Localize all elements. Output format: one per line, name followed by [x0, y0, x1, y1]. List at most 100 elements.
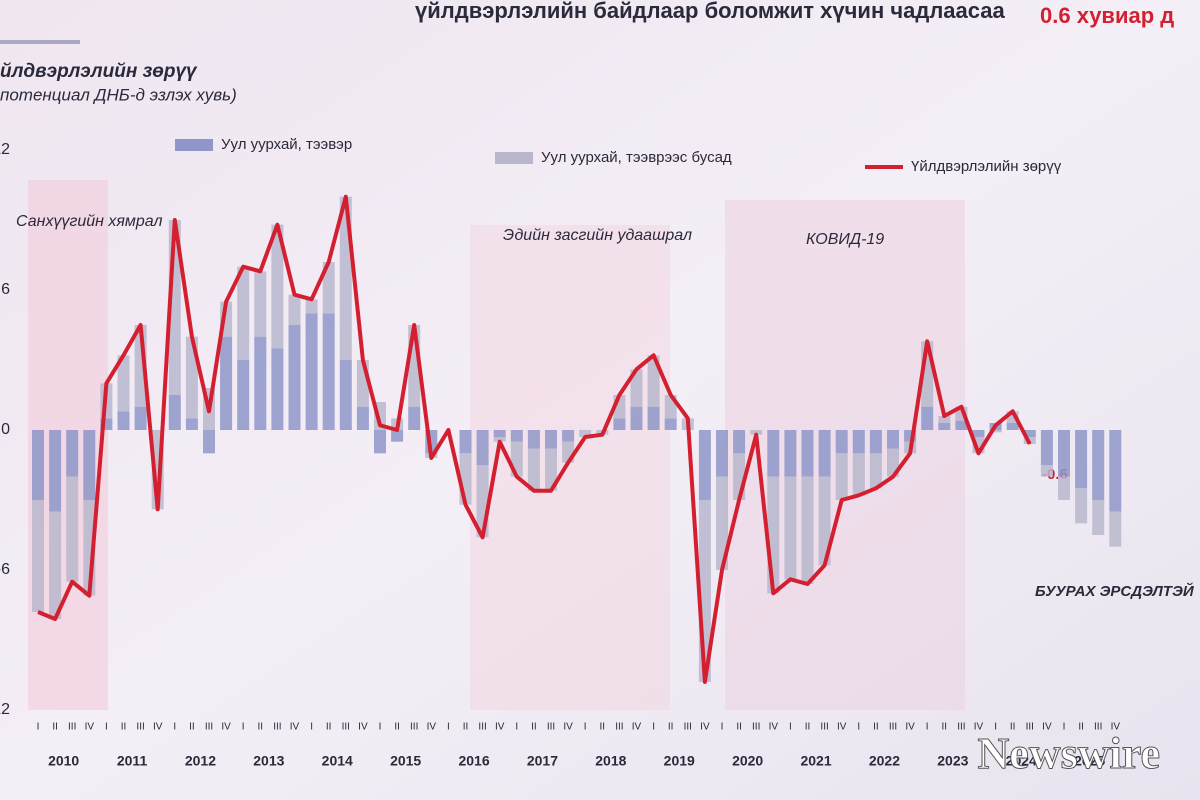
year-label: 2025 — [1074, 753, 1105, 769]
legend-swatch — [495, 152, 533, 164]
x-tick-label: II — [736, 722, 742, 733]
bar — [510, 430, 523, 442]
bar — [716, 476, 728, 570]
bar — [476, 430, 489, 465]
bar — [32, 500, 44, 612]
year-label: 2018 — [595, 753, 626, 769]
x-tick-label: I — [173, 722, 176, 733]
x-tick-label: IV — [221, 722, 231, 733]
y-tick-label: -12 — [0, 701, 10, 718]
x-tick-label: I — [994, 722, 997, 733]
annotation: БУУРАХ ЭРСДЭЛТЭЙ — [1035, 582, 1195, 600]
bar — [391, 430, 404, 442]
bar — [117, 411, 130, 430]
bar — [237, 266, 250, 360]
y-tick-label: 0 — [1, 421, 10, 438]
x-tick-label: III — [1026, 722, 1034, 733]
bar — [288, 325, 301, 430]
x-tick-label: III — [615, 722, 623, 733]
bar — [989, 430, 1002, 433]
bar — [305, 313, 318, 430]
x-tick-label: IV — [358, 722, 368, 733]
bar — [852, 430, 865, 454]
annotation: Эдийн засгийн удаашрал — [503, 227, 692, 244]
bar — [647, 355, 660, 407]
x-tick-label: III — [136, 722, 144, 733]
bar — [955, 420, 968, 430]
bar — [750, 430, 763, 435]
bar — [1092, 430, 1105, 500]
x-tick-label: II — [463, 722, 469, 733]
bar — [818, 430, 831, 477]
year-label: 2012 — [185, 753, 216, 769]
bar — [1109, 511, 1122, 547]
bar — [647, 406, 660, 430]
x-tick-label: IV — [837, 722, 847, 733]
bar — [767, 430, 780, 477]
title: үйлдвэрлэлийн байдлаар боломжит хүчин ча… — [415, 0, 1006, 23]
bar — [938, 416, 951, 423]
bar — [852, 453, 865, 496]
bar — [1058, 476, 1070, 500]
year-label: 2014 — [322, 753, 353, 769]
x-tick-label: II — [600, 722, 606, 733]
x-tick-label: III — [820, 722, 828, 733]
x-tick-label: III — [1094, 722, 1102, 733]
x-tick-label: I — [379, 722, 382, 733]
x-tick-label: II — [326, 722, 332, 733]
y-tick-label: -6 — [0, 561, 10, 578]
bar — [664, 418, 677, 430]
year-label: 2017 — [527, 753, 558, 769]
bar — [1109, 430, 1122, 512]
x-tick-label: I — [515, 722, 518, 733]
bar — [835, 430, 848, 454]
bar — [818, 476, 831, 566]
bar — [117, 355, 130, 412]
legend-label: Уул уурхай, тээврээс бусад — [541, 149, 732, 166]
bar — [237, 360, 250, 430]
bar — [322, 262, 335, 314]
bar — [801, 476, 814, 584]
year-label: 2021 — [800, 753, 831, 769]
x-tick-label: II — [121, 722, 127, 733]
x-tick-label: IV — [769, 722, 779, 733]
x-tick-label: III — [889, 722, 897, 733]
x-tick-label: III — [342, 722, 350, 733]
bar — [869, 430, 882, 454]
bar — [271, 224, 284, 349]
x-tick-label: IV — [563, 722, 573, 733]
year-label: 2015 — [390, 753, 421, 769]
bar — [1075, 488, 1088, 524]
x-tick-label: I — [447, 722, 450, 733]
x-tick-label: II — [873, 722, 879, 733]
bar — [630, 369, 643, 407]
x-tick-label: II — [1010, 722, 1016, 733]
x-tick-label: I — [105, 722, 108, 733]
bar — [322, 313, 335, 430]
bar — [972, 430, 985, 437]
x-tick-label: I — [37, 722, 40, 733]
x-tick-label: IV — [153, 722, 163, 733]
bar — [408, 406, 421, 430]
x-tick-label: I — [242, 722, 245, 733]
year-label: 2019 — [664, 753, 695, 769]
bar — [545, 448, 557, 491]
year-label: 2010 — [48, 753, 79, 769]
bar — [339, 360, 352, 430]
slowdown-band — [470, 225, 670, 710]
bar — [527, 430, 540, 449]
bar — [904, 430, 917, 442]
annotation: КОВИД-19 — [806, 231, 884, 248]
x-tick-label: IV — [1111, 722, 1121, 733]
x-tick-label: I — [310, 722, 313, 733]
bar — [254, 271, 267, 337]
bar — [869, 453, 882, 489]
bar — [203, 430, 215, 454]
bar — [921, 406, 934, 430]
bar — [1075, 430, 1088, 489]
line — [37, 194, 1032, 684]
bar — [1092, 500, 1105, 535]
bar — [1058, 430, 1070, 477]
x-tick-label: I — [857, 722, 860, 733]
